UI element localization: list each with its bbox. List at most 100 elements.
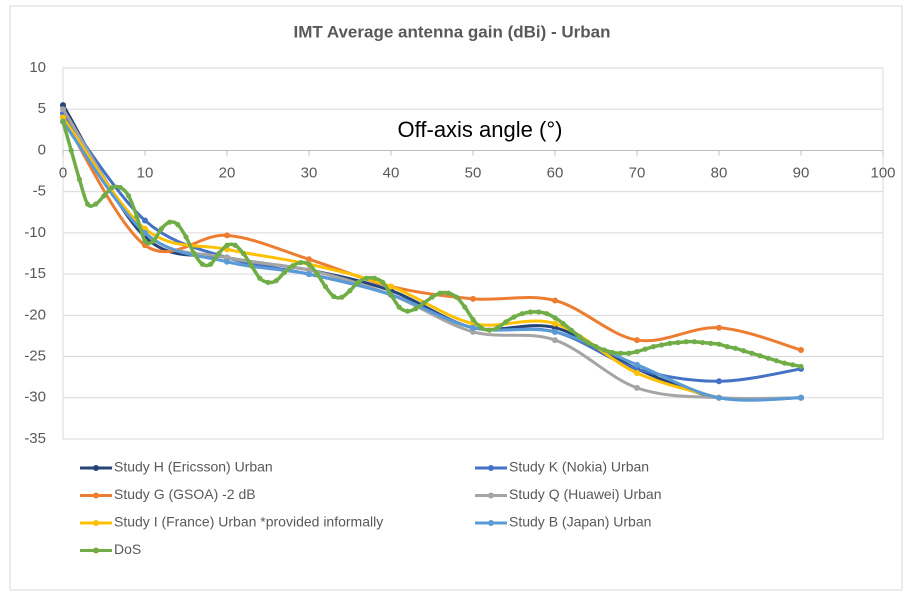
data-point: [716, 394, 722, 401]
data-point: [76, 176, 82, 182]
data-point: [175, 222, 181, 228]
data-point: [208, 261, 214, 267]
data-point: [552, 315, 558, 321]
data-point: [339, 294, 345, 300]
legend-marker: [93, 547, 99, 554]
legend-marker: [488, 492, 494, 499]
data-point: [454, 294, 460, 300]
data-point: [306, 261, 312, 267]
data-point: [199, 261, 205, 267]
data-point: [249, 263, 255, 269]
data-point: [798, 363, 804, 370]
data-point: [470, 324, 476, 331]
data-point: [577, 334, 583, 340]
y-tick-label: -5: [33, 183, 46, 200]
data-point: [683, 339, 689, 345]
y-tick-label: -35: [24, 430, 46, 447]
data-point: [388, 292, 394, 298]
data-point: [191, 250, 197, 257]
data-point: [216, 250, 222, 257]
data-point: [224, 254, 230, 261]
data-point: [601, 347, 607, 353]
x-tick-label: 20: [219, 164, 236, 181]
y-tick-label: 10: [29, 59, 46, 76]
legend-marker: [488, 520, 494, 526]
data-point: [60, 106, 66, 113]
data-point: [741, 348, 747, 354]
data-point: [609, 349, 616, 356]
data-point: [495, 325, 501, 331]
legend-label: Study I (France) Urban *provided informa…: [114, 514, 383, 530]
x-tick-label: 90: [793, 164, 810, 181]
data-point: [634, 361, 640, 368]
data-point: [306, 256, 312, 263]
data-point: [724, 344, 730, 350]
data-point: [183, 234, 189, 240]
data-point: [757, 353, 763, 359]
legend-marker: [93, 465, 99, 471]
data-point: [388, 283, 394, 290]
x-tick-label: 0: [59, 164, 67, 181]
data-point: [667, 340, 673, 346]
data-point: [281, 269, 287, 276]
legend-label: Study Q (Huawei) Urban: [509, 486, 662, 502]
data-point: [519, 311, 525, 317]
legend-label: Study H (Ericsson) Urban: [114, 459, 273, 475]
data-point: [314, 271, 320, 277]
data-point: [60, 118, 66, 125]
data-point: [798, 394, 804, 401]
data-point: [306, 266, 312, 273]
y-tick-label: -20: [24, 306, 46, 323]
x-tick-label: 30: [301, 164, 318, 181]
x-tick-label: 60: [547, 164, 564, 181]
data-point: [486, 327, 492, 333]
data-point: [560, 320, 566, 327]
data-point: [552, 320, 558, 327]
data-point: [224, 258, 230, 265]
legend-label: DoS: [114, 541, 141, 557]
data-point: [716, 378, 722, 385]
data-point: [363, 275, 369, 281]
data-point: [273, 278, 279, 284]
data-point: [503, 319, 509, 325]
data-point: [150, 238, 156, 244]
data-point: [331, 293, 337, 299]
data-point: [691, 339, 698, 345]
data-point: [290, 263, 296, 269]
data-point: [634, 349, 640, 355]
data-point: [85, 201, 91, 207]
data-point: [749, 350, 755, 356]
data-point: [257, 275, 263, 281]
data-point: [60, 102, 66, 109]
series-line: [61, 116, 802, 352]
data-point: [347, 288, 353, 294]
y-tick-label: -30: [24, 389, 46, 406]
legend-label: Study K (Nokia) Urban: [509, 459, 649, 475]
data-point: [413, 306, 419, 312]
data-point: [536, 309, 542, 315]
data-point: [101, 193, 107, 199]
data-point: [232, 242, 238, 248]
data-point: [765, 355, 771, 361]
data-point: [117, 184, 123, 191]
data-point: [782, 360, 788, 366]
data-point: [790, 362, 796, 368]
y-tick-label: -10: [24, 224, 46, 241]
data-point: [650, 344, 657, 350]
data-point: [265, 279, 271, 285]
x-tick-label: 100: [870, 164, 895, 181]
data-point: [167, 219, 173, 225]
data-point: [224, 242, 230, 248]
y-tick-label: 5: [38, 100, 46, 117]
data-point: [773, 358, 780, 364]
data-point: [544, 311, 550, 317]
data-point: [445, 290, 451, 296]
data-point: [134, 213, 140, 219]
data-point: [618, 350, 624, 356]
data-point: [396, 304, 402, 310]
y-tick-label: -15: [24, 265, 46, 282]
x-tick-label: 70: [629, 164, 646, 181]
data-point: [708, 340, 714, 346]
data-point: [585, 339, 591, 346]
